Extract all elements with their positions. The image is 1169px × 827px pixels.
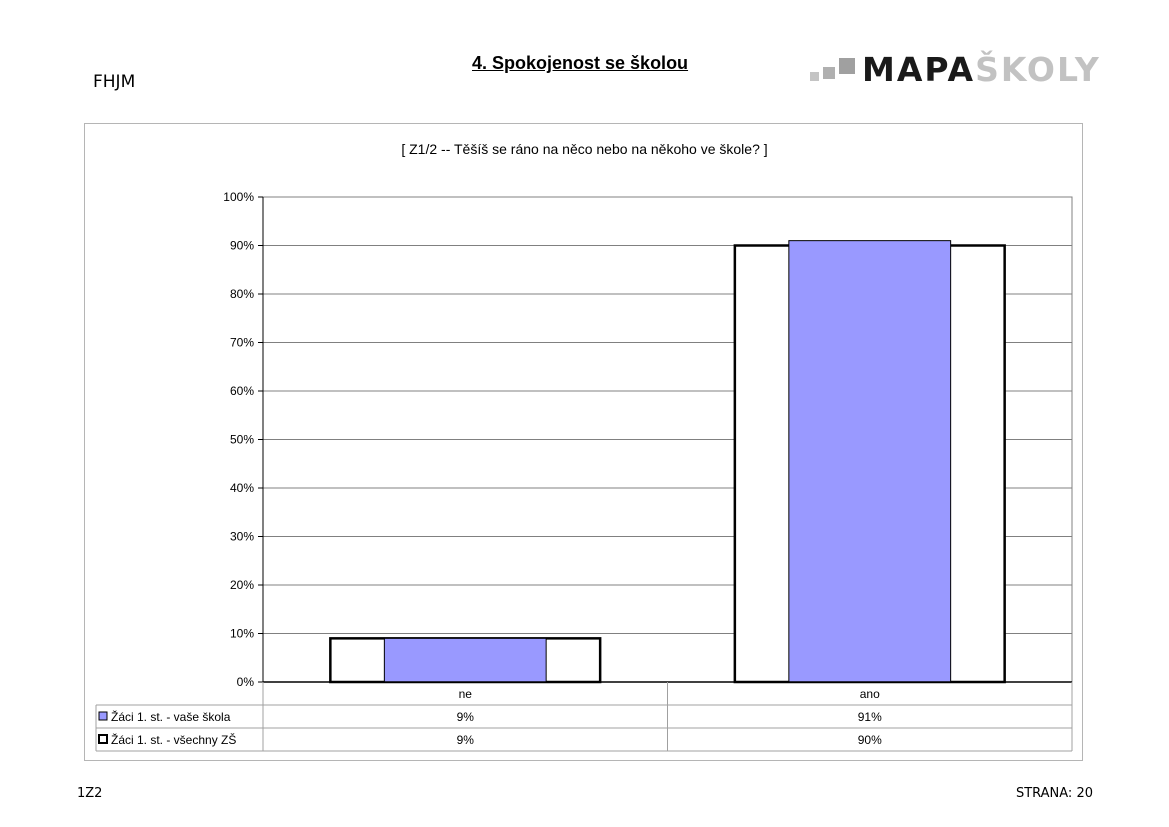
data-label: 9%	[457, 733, 475, 747]
bar-ne-vase-skola	[383, 637, 547, 683]
y-tick-label: 90%	[230, 239, 254, 253]
logo-text-dark: MAPA	[862, 50, 976, 89]
y-tick-label: 20%	[230, 578, 254, 592]
y-tick-label: 50%	[230, 433, 254, 447]
x-category-label: ne	[459, 687, 473, 701]
legend-swatch	[98, 711, 108, 721]
school-code: FHJM	[93, 72, 136, 92]
page-title: 4. Spokojenost se školou	[472, 53, 689, 73]
legend-entry: Žáci 1. st. - vaše škola	[111, 709, 231, 724]
x-category-label: ano	[860, 687, 880, 701]
data-label: 90%	[858, 733, 882, 747]
y-tick-label: 100%	[223, 190, 254, 204]
data-label: 91%	[858, 710, 882, 724]
y-tick-label: 70%	[230, 336, 254, 350]
logo-text: MAPAŠKOLY	[862, 50, 1101, 90]
logo-text-light: ŠKOLY	[975, 50, 1101, 89]
y-tick-label: 10%	[230, 627, 254, 641]
logo-square-medium	[823, 67, 835, 79]
legend-swatch	[98, 734, 108, 744]
page-number: STRANA: 20	[1015, 786, 1093, 801]
footer-code: 1Z2	[77, 786, 103, 801]
y-tick-label: 40%	[230, 481, 254, 495]
y-tick-label: 30%	[230, 530, 254, 544]
data-label: 9%	[457, 710, 475, 724]
bar-ano-vase-skola	[788, 240, 952, 683]
logo-square-large	[839, 58, 855, 74]
y-tick-label: 80%	[230, 287, 254, 301]
y-tick-label: 0%	[237, 675, 255, 689]
y-tick-label: 60%	[230, 384, 254, 398]
chart-title: [ Z1/2 -- Těšíš se ráno na něco nebo na …	[401, 141, 768, 157]
mapa-skoly-logo: MAPAŠKOLY	[808, 50, 1099, 90]
legend-entry: Žáci 1. st. - všechny ZŠ	[111, 732, 236, 747]
chart-frame	[84, 123, 1083, 761]
logo-square-small	[810, 72, 819, 81]
